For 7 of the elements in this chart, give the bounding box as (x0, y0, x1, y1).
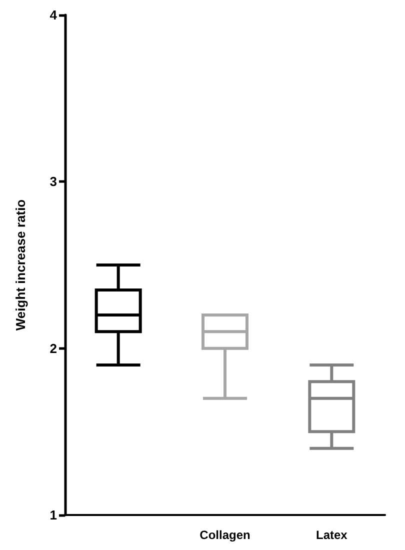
y-tick-label: 2 (50, 340, 57, 356)
x-tick-label: Collagen (200, 528, 250, 542)
y-tick-label: 3 (50, 174, 57, 190)
y-tick-label: 4 (50, 8, 58, 22)
y-axis-title: Weight increase ratio (13, 199, 28, 331)
y-tick-label: 1 (50, 508, 57, 522)
x-tick-label: Latex (316, 528, 348, 542)
